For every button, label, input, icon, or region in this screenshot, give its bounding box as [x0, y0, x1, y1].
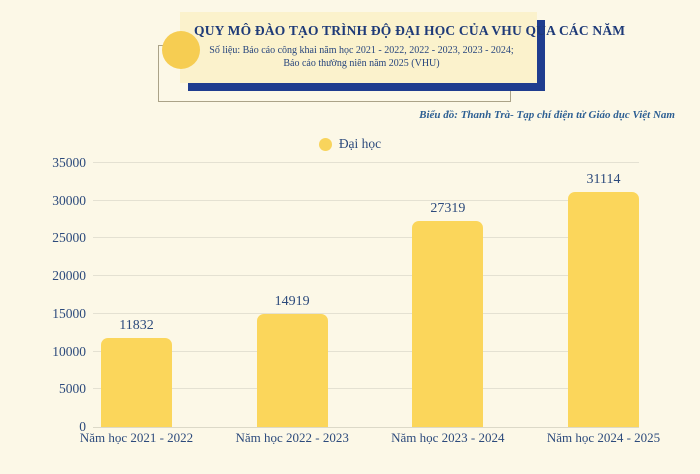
- gridline: [93, 388, 639, 390]
- y-axis-tick-label: 20000: [52, 268, 86, 284]
- subtitle-line-1: Số liệu: Báo cáo công khai năm học 2021 …: [209, 45, 514, 56]
- y-axis-tick-label: 0: [79, 419, 86, 434]
- gridline: [93, 275, 639, 277]
- bar-Năm học 2021 - 2022: [101, 338, 172, 427]
- x-axis-category-label: Năm học 2024 - 2025: [546, 430, 661, 445]
- subtitle-line-2: Báo cáo thường niên năm 2025 (VHU): [283, 58, 440, 69]
- chart-subtitle: Số liệu: Báo cáo công khai năm học 2021 …: [194, 44, 529, 70]
- bar-chart: 11832 14919 27319 31114 0 5000 10000 15000 2000…: [0, 150, 700, 474]
- bar-Năm học 2022 - 2023: [256, 314, 328, 427]
- gridline: [93, 237, 639, 239]
- chart-title: QUY MÔ ĐÀO TẠO TRÌNH ĐỘ ĐẠI HỌC CỦA VHU …: [194, 23, 626, 38]
- legend-label: Đại học: [338, 136, 382, 151]
- y-axis-tick-label: 25000: [52, 230, 86, 246]
- gridline: [93, 312, 639, 314]
- plot-area: 11832 14919 27319 31114: [93, 162, 639, 428]
- y-axis-tick-label: 15000: [52, 305, 86, 321]
- bar-Năm học 2024 - 2025: [568, 192, 639, 427]
- y-axis-tick-label: 35000: [52, 155, 86, 170]
- bar-value-label: 31114: [586, 172, 621, 187]
- x-axis-category-label: Năm học 2021 - 2022: [79, 430, 194, 445]
- legend: Đại học: [0, 135, 700, 153]
- y-axis-tick-label: 5000: [59, 381, 86, 397]
- author-credit: Biểu đồ: Thanh Trà- Tạp chí điện tử Giáo…: [419, 109, 675, 121]
- y-axis-tick-label: 10000: [52, 343, 86, 359]
- bar-value-label: 14919: [274, 294, 310, 309]
- y-axis-tick-label: 30000: [52, 192, 86, 208]
- gridline: [93, 162, 639, 163]
- gridline: [93, 350, 639, 352]
- title-box: QUY MÔ ĐÀO TẠO TRÌNH ĐỘ ĐẠI HỌC CỦA VHU …: [180, 12, 626, 83]
- bar-value-label: 11832: [119, 318, 154, 333]
- bar-value-label: 27319: [430, 201, 466, 216]
- bar-Năm học 2023 - 2024: [412, 221, 484, 427]
- accent-circle-icon: [162, 31, 200, 69]
- x-axis-category-label: Năm học 2022 - 2023: [235, 430, 349, 445]
- x-axis-category-label: Năm học 2023 - 2024: [391, 430, 505, 445]
- gridline: [93, 199, 639, 201]
- legend-dot-icon: [318, 137, 332, 151]
